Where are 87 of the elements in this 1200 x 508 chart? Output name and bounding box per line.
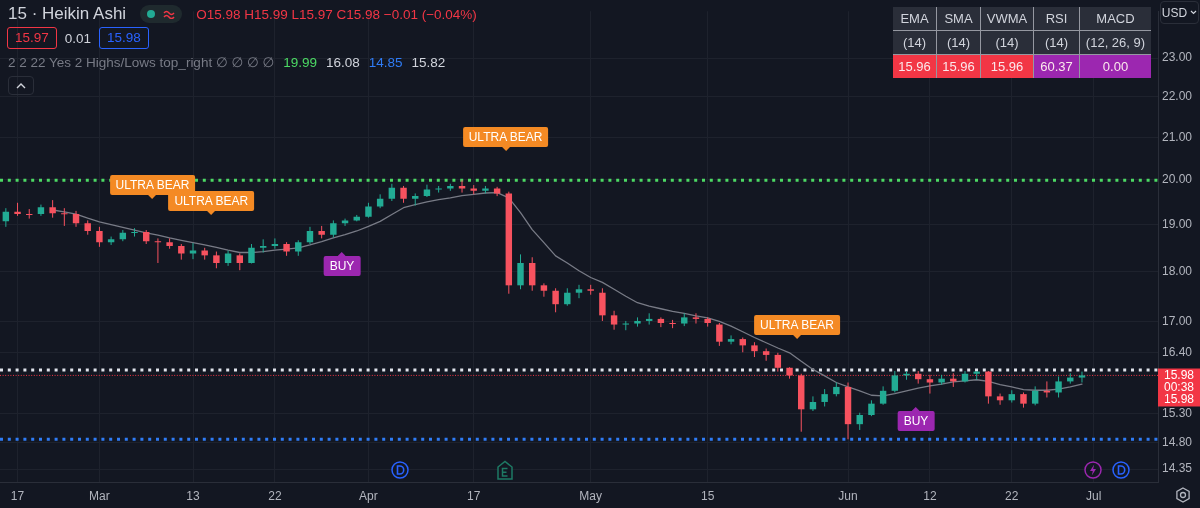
annotation: MACD (1096, 11, 1135, 26)
candlestick (692, 312, 700, 325)
chart-title: 15 · Heikin Ashi (8, 4, 127, 24)
candlestick (154, 237, 162, 264)
annotation: SMA (944, 11, 973, 26)
annotation: (14) (995, 35, 1019, 50)
candlestick (529, 256, 536, 292)
y-tick-label: 14.80 (1162, 434, 1193, 449)
candlestick (61, 207, 68, 227)
annotation: RSI (1045, 11, 1068, 26)
annotation: 15.97 (7, 27, 57, 49)
chart-subtitle: O15.98 H15.99 L15.97 C15.98 −0.01 (−0.04%) (196, 6, 477, 22)
candlestick (107, 236, 115, 246)
candlestick (575, 284, 583, 299)
annotation: ULTRA BEAR (115, 178, 190, 192)
annotation: 60.37 (1040, 59, 1073, 74)
annotation: (14) (902, 35, 927, 50)
candlestick (645, 312, 653, 326)
x-tick-label: 13 (186, 488, 200, 503)
x-tick-label: Apr (359, 488, 378, 503)
annotation: (12, 26, 9) (1085, 35, 1146, 50)
y-tick-label: 14.35 (1162, 461, 1193, 476)
candlestick (657, 316, 665, 328)
candlestick (540, 282, 548, 298)
annotation: 16.08 (325, 54, 360, 70)
annotation: ULTRA BEAR (760, 317, 834, 332)
candlestick (1078, 371, 1086, 384)
annotation: BUY (329, 259, 355, 273)
candlestick (341, 218, 349, 227)
annotation: 15.82 (411, 54, 446, 70)
x-tick-label: 17 (10, 488, 25, 503)
y-tick-label: 19.00 (1162, 216, 1193, 231)
candlestick (96, 226, 103, 248)
candlestick (458, 179, 466, 194)
candlestick (131, 227, 138, 238)
x-tick-label: Mar (89, 488, 110, 503)
text: 15.98 (1163, 391, 1195, 406)
candlestick (716, 322, 723, 347)
annotation: (14) (946, 35, 971, 50)
y-tick-label: 22.00 (1162, 89, 1193, 104)
candlestick (1055, 375, 1062, 398)
ref-line-label: 15.98 (1163, 367, 1195, 382)
x-tick-label: 22 (268, 488, 282, 503)
annotation: 15.98 (99, 27, 149, 49)
x-tick-label: 15 (700, 488, 715, 503)
annotation: VWMA (986, 11, 1028, 26)
candlestick (891, 370, 899, 393)
candlestick (996, 393, 1004, 406)
x-tick-label: Jun (838, 488, 858, 503)
candlestick (259, 238, 267, 253)
annotation: 0.01 (64, 30, 92, 46)
candlestick (26, 208, 33, 220)
text: 00:38 (1163, 379, 1195, 394)
annotation: ULTRA BEAR (468, 130, 543, 144)
candlestick (610, 310, 618, 331)
candlestick (727, 334, 735, 345)
annotation: 15.96 (990, 59, 1024, 74)
y-tick-label: 21.00 (1162, 129, 1193, 144)
candlestick (926, 374, 934, 395)
candlestick (1031, 385, 1039, 406)
currency-dropdown: USD (1160, 1, 1199, 24)
y-tick-label: 23.00 (1162, 50, 1193, 65)
x-tick-label: Jul (1085, 488, 1102, 503)
annotation: EMA (900, 11, 929, 26)
candlestick (517, 253, 524, 290)
x-tick-label: 17 (467, 488, 481, 503)
y-tick-label: 20.00 (1162, 172, 1193, 187)
candlestick (271, 237, 279, 250)
x-tick-label: 22 (1005, 488, 1019, 503)
y-tick-label: 17.00 (1162, 313, 1193, 328)
x-tick-label: 12 (923, 488, 937, 503)
annotation: 15.96 (942, 59, 975, 74)
candlestick (879, 385, 887, 406)
annotation: (14) (1044, 35, 1069, 50)
annotation: 15.96 (898, 59, 931, 74)
annotation: 14.85 (368, 54, 403, 70)
candlestick (599, 287, 606, 322)
x-tick-label: May (579, 488, 603, 503)
y-tick-label: 16.40 (1162, 345, 1193, 360)
candlestick (552, 287, 559, 313)
y-tick-label: 18.00 (1162, 263, 1193, 278)
candlestick (774, 352, 782, 373)
annotation: BUY (903, 413, 929, 428)
annotation: 0.00 (1102, 59, 1129, 74)
annotation: 2 2 22 Yes 2 Highs/Lows top_right ∅ ∅ ∅ ∅ (8, 54, 275, 70)
y-tick-label: 15.30 (1162, 405, 1193, 420)
annotation: 19.99 (283, 54, 317, 70)
